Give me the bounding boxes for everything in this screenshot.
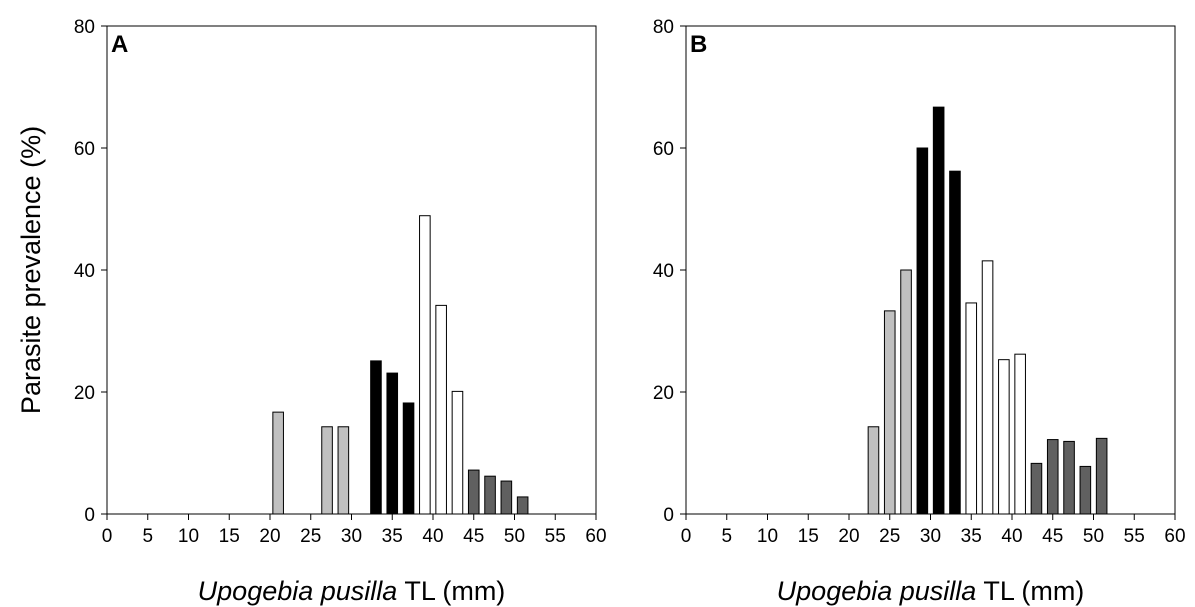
x-tick-label: 55	[1124, 526, 1145, 547]
y-tick-label: 20	[74, 383, 95, 404]
bar	[500, 480, 513, 515]
x-tick-label: 60	[1164, 526, 1185, 547]
x-tick-label: 5	[142, 526, 153, 547]
x-tick-label: 45	[463, 526, 484, 547]
bar	[370, 360, 382, 515]
y-tick-label: 40	[74, 261, 95, 282]
x-tick-label: 0	[681, 526, 692, 547]
y-tick-label: 80	[653, 17, 674, 38]
bar	[981, 260, 994, 515]
y-axis-title: Parasite prevalence (%)	[16, 126, 46, 414]
x-tick-label: 0	[102, 526, 113, 547]
bar	[916, 147, 929, 515]
bar	[1095, 437, 1108, 515]
bar	[386, 372, 399, 515]
bar	[1079, 465, 1092, 515]
bar	[516, 496, 529, 515]
x-tick-label: 10	[178, 526, 199, 547]
panel-label: A	[111, 31, 128, 58]
bar	[321, 426, 333, 515]
y-tick-label: 60	[653, 139, 674, 160]
x-tick-label: 15	[219, 526, 240, 547]
x-tick-label: 25	[879, 526, 900, 547]
x-tick-label: 35	[961, 526, 982, 547]
panel-label: B	[690, 31, 707, 58]
x-tick-label: 5	[721, 526, 732, 547]
y-tick-label: 20	[653, 383, 674, 404]
bar	[867, 426, 880, 515]
bar	[484, 475, 496, 515]
y-tick-label: 40	[653, 261, 674, 282]
bar	[451, 390, 464, 515]
y-tick-label: 60	[74, 139, 95, 160]
x-tick-label: 20	[838, 526, 859, 547]
bar	[435, 304, 447, 515]
x-tick-label: 50	[504, 526, 525, 547]
bar	[900, 269, 912, 515]
bar	[337, 426, 350, 515]
bar	[467, 469, 480, 515]
bar	[965, 302, 978, 515]
x-axis-title: Upogebia pusilla TL (mm)	[777, 576, 1085, 606]
bar	[1046, 439, 1059, 515]
x-tick-label: 45	[1042, 526, 1063, 547]
x-tick-label: 40	[1001, 526, 1022, 547]
x-tick-label: 20	[259, 526, 280, 547]
x-tick-label: 40	[422, 526, 443, 547]
bar	[402, 402, 415, 515]
bar	[1030, 462, 1043, 515]
x-tick-label: 30	[920, 526, 941, 547]
x-axis-title: Upogebia pusilla TL (mm)	[198, 576, 506, 606]
panel-b: 0 5 10 15 20 25 30 35 40 45 50 55 60 0 20 40 60 80 B Upogeb…	[653, 17, 1186, 606]
x-tick-label: 60	[585, 526, 606, 547]
x-tick-label: 15	[798, 526, 819, 547]
bar	[998, 359, 1010, 515]
panel-a: 0 5 10 15 20 25 30 35 40 45 50 55 60 0 20 40 60 80 A Upogeb…	[74, 17, 607, 606]
x-tick-label: 25	[300, 526, 321, 547]
plot-frame	[106, 25, 597, 515]
bar	[272, 411, 284, 515]
x-tick-label: 35	[382, 526, 403, 547]
bar	[949, 170, 961, 515]
x-tick-label: 50	[1083, 526, 1104, 547]
y-tick-label: 0	[84, 505, 95, 526]
bar	[1014, 353, 1026, 515]
y-tick-label: 80	[74, 17, 95, 38]
bar	[419, 215, 431, 515]
bar	[1063, 440, 1075, 515]
x-tick-label: 10	[757, 526, 778, 547]
x-tick-label: 55	[545, 526, 566, 547]
y-tick-label: 0	[663, 505, 674, 526]
bar	[883, 310, 896, 515]
x-tick-label: 30	[341, 526, 362, 547]
bar	[932, 106, 945, 515]
